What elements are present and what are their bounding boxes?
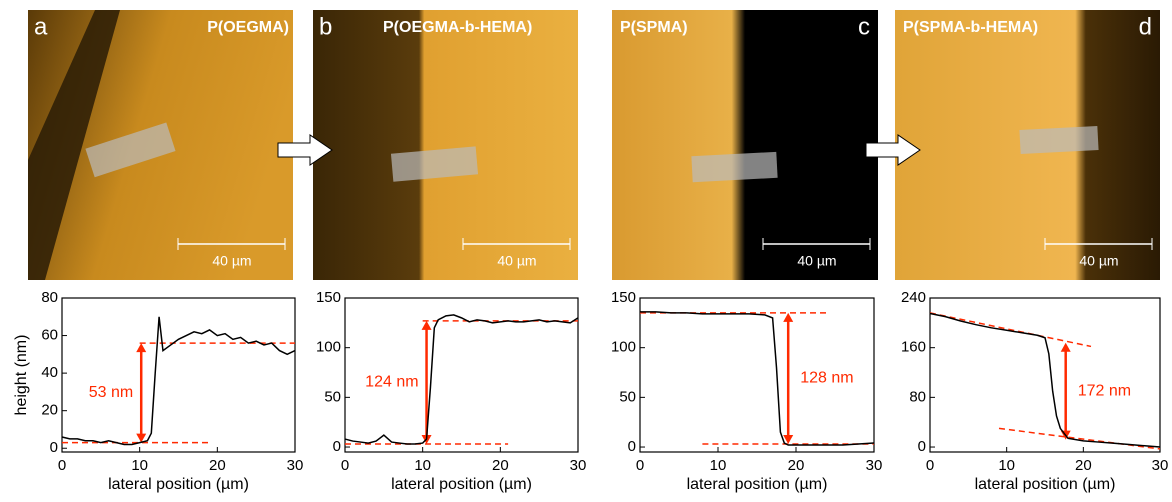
plot-frame xyxy=(344,297,579,453)
plot-frame xyxy=(929,297,1161,453)
plot-frame xyxy=(639,297,875,453)
x-tick-label: 0 xyxy=(58,457,66,474)
arrow-head xyxy=(783,312,794,322)
x-axis-label: lateral position (µm) xyxy=(391,476,532,493)
y-tick-label: 80 xyxy=(41,289,58,306)
scale-bar-label: 40 µm xyxy=(1079,253,1118,269)
y-tick-label: 0 xyxy=(628,438,636,455)
x-axis-label: lateral position (µm) xyxy=(108,476,249,493)
image-title: P(OEGMA) xyxy=(207,19,289,36)
scale-bar-label: 40 µm xyxy=(212,253,251,269)
arrow-head xyxy=(1060,342,1071,352)
arrow-head xyxy=(783,435,794,445)
y-tick-label: 240 xyxy=(901,289,926,306)
y-tick-label: 0 xyxy=(333,438,341,455)
y-tick-label: 80 xyxy=(909,388,926,405)
y-tick-label: 60 xyxy=(41,327,58,344)
arrow-icon xyxy=(865,134,921,166)
profile-box xyxy=(390,146,479,182)
x-tick-label: 0 xyxy=(926,457,934,474)
arrow-head xyxy=(136,343,147,353)
afm-images xyxy=(28,10,1160,280)
y-tick-label: 100 xyxy=(611,339,636,356)
panel-label: d xyxy=(1139,13,1152,40)
profile-box xyxy=(691,151,778,183)
profile-line xyxy=(344,314,579,445)
profile-line xyxy=(640,311,875,446)
height-annotation: 53 nm xyxy=(89,384,133,401)
afm-image xyxy=(612,10,878,280)
image-title: P(OEGMA-b-HEMA) xyxy=(383,19,532,36)
y-tick-label: 150 xyxy=(611,289,636,306)
scratch xyxy=(28,10,120,280)
y-tick-label: 0 xyxy=(918,438,926,455)
y-tick-label: 40 xyxy=(41,364,58,381)
x-tick-label: 30 xyxy=(287,457,304,474)
height-annotation: 128 nm xyxy=(800,370,853,387)
y-tick-label: 50 xyxy=(324,388,341,405)
arrow-head xyxy=(421,320,432,330)
x-tick-label: 30 xyxy=(866,457,883,474)
profile-line xyxy=(929,312,1161,448)
height-annotation: 172 nm xyxy=(1078,382,1131,399)
plot-frame xyxy=(61,297,296,453)
x-axis-label: lateral position (µm) xyxy=(975,476,1116,493)
profile-box xyxy=(1019,125,1099,155)
profile-box xyxy=(85,122,176,178)
x-tick-label: 0 xyxy=(341,457,349,474)
x-tick-label: 20 xyxy=(788,457,805,474)
panel-label: c xyxy=(858,13,870,40)
arrow-head xyxy=(136,433,147,443)
scale-bar-label: 40 µm xyxy=(497,253,536,269)
y-tick-label: 160 xyxy=(901,339,926,356)
x-tick-label: 0 xyxy=(636,457,644,474)
x-tick-label: 10 xyxy=(998,457,1015,474)
x-tick-label: 30 xyxy=(570,457,587,474)
x-tick-label: 10 xyxy=(131,457,148,474)
y-tick-label: 150 xyxy=(316,289,341,306)
x-tick-label: 10 xyxy=(414,457,431,474)
x-axis-label: lateral position (µm) xyxy=(687,476,828,493)
profile-line xyxy=(61,316,296,446)
scale-bar-label: 40 µm xyxy=(797,253,836,269)
y-tick-label: 100 xyxy=(316,339,341,356)
image-title: P(SPMA-b-HEMA) xyxy=(903,19,1038,36)
afm-image xyxy=(313,10,578,280)
y-axis-label: height (nm) xyxy=(13,335,30,416)
y-tick-label: 0 xyxy=(50,439,58,456)
panel-label: b xyxy=(319,13,332,40)
image-title: P(SPMA) xyxy=(620,19,688,36)
x-tick-label: 30 xyxy=(1152,457,1169,474)
reference-line xyxy=(929,312,1092,348)
height-annotation: 124 nm xyxy=(365,374,418,391)
x-tick-label: 20 xyxy=(492,457,509,474)
x-tick-label: 20 xyxy=(1075,457,1092,474)
x-tick-label: 20 xyxy=(209,457,226,474)
y-tick-label: 20 xyxy=(41,402,58,419)
panel-label: a xyxy=(34,13,48,40)
arrow-icon xyxy=(277,134,333,166)
x-tick-label: 10 xyxy=(710,457,727,474)
y-tick-label: 50 xyxy=(619,388,636,405)
